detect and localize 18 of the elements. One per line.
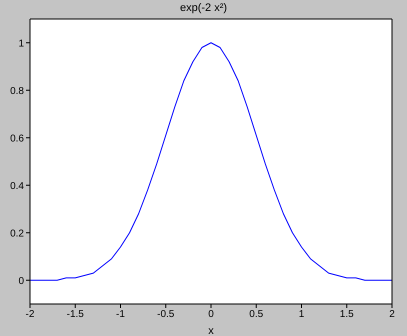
- y-tick-label: 0.2: [10, 228, 24, 240]
- x-tick-label: 1: [298, 309, 305, 320]
- x-tick-label: 1.5: [340, 309, 354, 320]
- x-tick-label: -0.5: [157, 309, 175, 320]
- x-axis-title: x: [208, 325, 214, 336]
- x-tick-label: 2: [389, 309, 396, 320]
- x-tick-label: 0: [208, 309, 214, 320]
- chart-title: exp(-2 x²): [178, 2, 228, 14]
- x-tick-label: -1: [116, 309, 126, 320]
- y-tick-label: 1: [18, 38, 24, 50]
- x-tick-label: -1.5: [66, 309, 84, 320]
- y-tick-label: 0: [18, 276, 24, 287]
- line-series: [30, 42, 392, 281]
- y-tick-label: 0.8: [10, 86, 24, 97]
- y-tick-label: 0.4: [10, 180, 24, 192]
- x-tick-label: -2: [26, 309, 35, 320]
- x-tick-label: 0.5: [249, 309, 264, 320]
- y-tick-label: 0.6: [10, 133, 24, 144]
